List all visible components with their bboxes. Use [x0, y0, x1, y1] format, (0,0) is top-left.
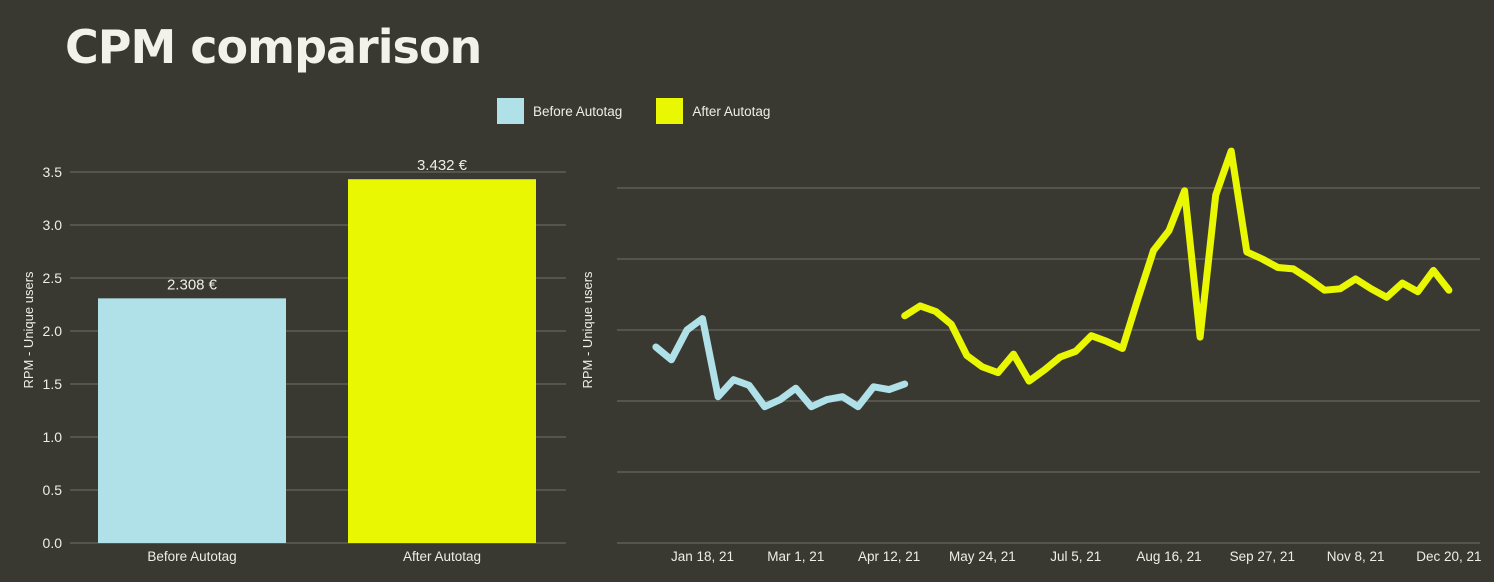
x-tick-label: Mar 1, 21	[767, 549, 824, 564]
y-axis-label: RPM - Unique users	[21, 271, 36, 389]
bar-value-label: 2.308 €	[167, 276, 218, 293]
x-category-label: Before Autotag	[147, 549, 236, 564]
y-tick-label: 1.0	[43, 429, 63, 445]
chart-legend: Before Autotag After Autotag	[497, 98, 770, 124]
x-tick-label: Nov 8, 21	[1327, 549, 1385, 564]
bar-after-autotag	[348, 179, 536, 543]
bar-value-label: 3.432 €	[417, 157, 468, 174]
x-tick-label: Dec 20, 21	[1416, 549, 1481, 564]
line-series-after-autotag	[901, 147, 1453, 385]
x-tick-label: Apr 12, 21	[858, 549, 920, 564]
x-tick-label: May 24, 21	[949, 549, 1016, 564]
x-tick-label: Sep 27, 21	[1230, 549, 1295, 564]
bar-chart: 0.0 0.5 1.0 1.5 2.0 2.5 3.0 3.5 RPM - Unique use…	[21, 157, 566, 564]
x-tick-label: Aug 16, 21	[1136, 549, 1201, 564]
y-tick-label: 3.0	[43, 217, 63, 233]
y-tick-label: 2.0	[43, 323, 63, 339]
y-tick-label: 0.5	[43, 482, 63, 498]
x-tick-label: Jan 18, 21	[671, 549, 734, 564]
legend-swatch-after-autotag	[656, 98, 684, 124]
legend-swatch-before-autotag	[497, 98, 524, 124]
line-chart: RPM - Unique users Jan 18, 21 Mar 1, 21 Apr…	[580, 147, 1482, 564]
y-tick-label: 3.5	[43, 164, 63, 180]
x-tick-label: Jul 5, 21	[1050, 549, 1101, 564]
y-tick-label: 1.5	[43, 376, 63, 392]
x-category-label: After Autotag	[403, 549, 481, 564]
y-tick-label: 2.5	[43, 270, 63, 286]
bar-before-autotag	[98, 298, 286, 543]
legend-label-before-autotag: Before Autotag	[533, 103, 623, 119]
page-title: CPM comparison	[65, 20, 482, 74]
legend-label-after-autotag: After Autotag	[692, 103, 771, 119]
legend-item-before-autotag[interactable]: Before Autotag	[497, 98, 622, 124]
y-axis-label: RPM - Unique users	[580, 271, 595, 389]
legend-item-after-autotag[interactable]: After Autotag	[656, 98, 770, 124]
y-tick-label: 0.0	[43, 535, 63, 551]
line-series-before-autotag	[652, 315, 909, 411]
